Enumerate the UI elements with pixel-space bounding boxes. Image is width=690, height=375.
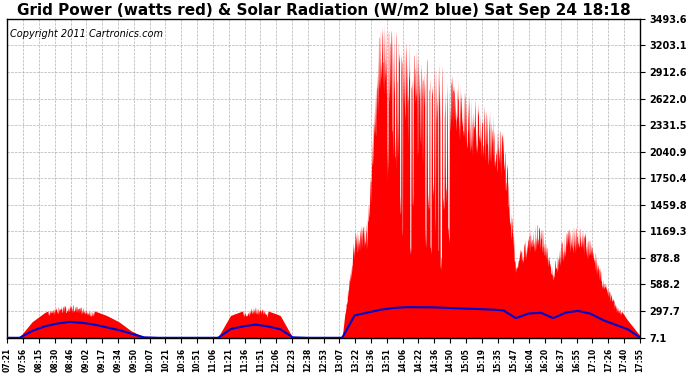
- Title: Grid Power (watts red) & Solar Radiation (W/m2 blue) Sat Sep 24 18:18: Grid Power (watts red) & Solar Radiation…: [17, 3, 631, 18]
- Text: Copyright 2011 Cartronics.com: Copyright 2011 Cartronics.com: [10, 28, 164, 39]
